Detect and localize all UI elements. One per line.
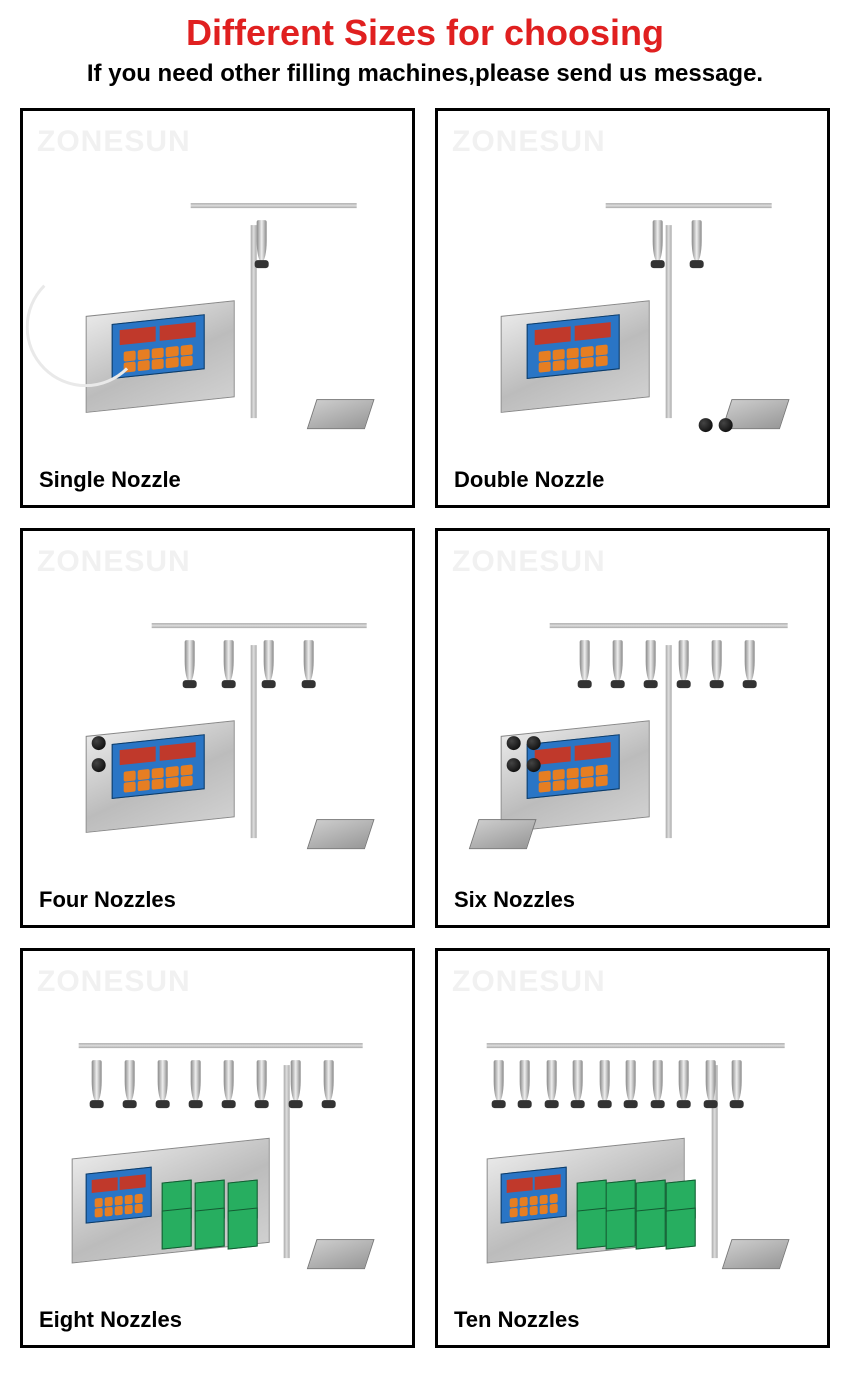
product-image [467,170,798,446]
watermark: ZONESUN [37,965,191,999]
product-label: Double Nozzle [454,467,811,493]
watermark: ZONESUN [452,125,606,159]
watermark: ZONESUN [37,125,191,159]
product-card-ten: ZONESUN [435,948,830,1348]
watermark: ZONESUN [452,545,606,579]
product-card-single: ZONESUN Single Nozzle [20,108,415,508]
product-card-double: ZONESUN Double Nozzle [435,108,830,508]
product-card-six: ZONESUN Six Nozzles [435,528,830,928]
product-label: Six Nozzles [454,887,811,913]
product-label: Ten Nozzles [454,1307,811,1333]
page-subtitle: If you need other filling machines,pleas… [20,60,830,88]
product-label: Single Nozzle [39,467,396,493]
product-image [52,1010,383,1286]
watermark: ZONESUN [452,965,606,999]
product-card-four: ZONESUN Four Nozzles [20,528,415,928]
product-image [52,170,383,446]
page-title: Different Sizes for choosing [20,12,830,54]
product-label: Four Nozzles [39,887,396,913]
product-image [52,590,383,866]
product-catalog: Different Sizes for choosing If you need… [0,0,850,1368]
product-card-eight: ZONESUN E [20,948,415,1348]
product-image [467,1010,798,1286]
product-image [467,590,798,866]
product-label: Eight Nozzles [39,1307,396,1333]
product-grid: ZONESUN Single Nozzle ZONESUN [20,108,830,1348]
watermark: ZONESUN [37,545,191,579]
